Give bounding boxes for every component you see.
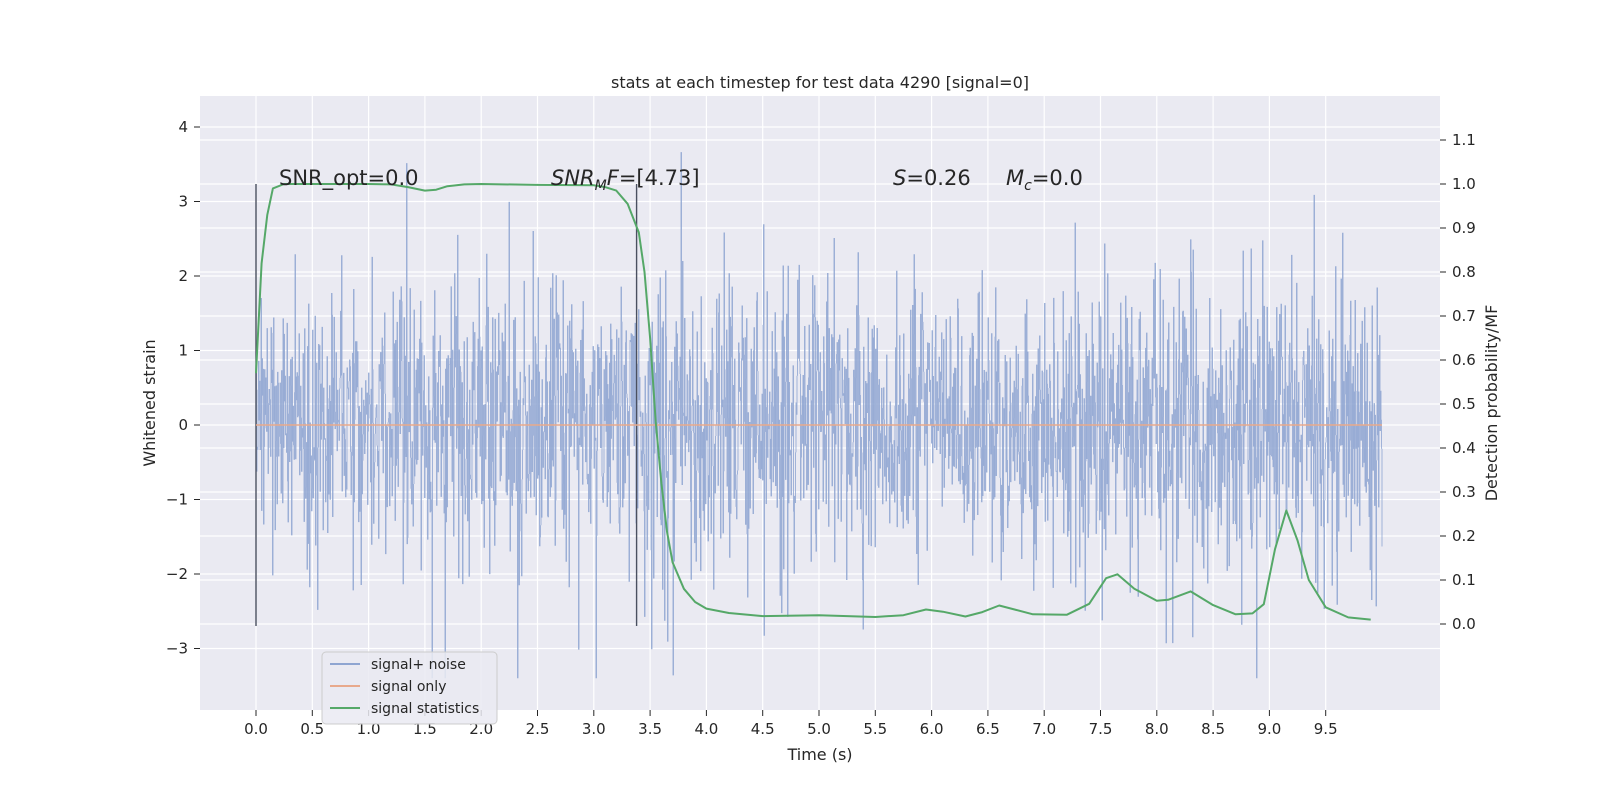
y-left-tick-label: −3 [166, 640, 188, 658]
x-tick-label: 4.5 [751, 720, 775, 738]
y-right-tick-label: 0.8 [1452, 263, 1476, 281]
annotation-snr-opt: SNR_opt=0.0 [279, 166, 419, 191]
annotation-snr-mf-base: SNR [551, 166, 595, 190]
legend-box [321, 651, 498, 725]
y-left-tick-label: 2 [178, 267, 188, 285]
y-left-tick-label: −2 [166, 565, 188, 583]
x-tick-label: 3.0 [582, 720, 606, 738]
annotation-mc: Mc=0.0 [1006, 166, 1083, 194]
x-axis-label: Time (s) [786, 745, 852, 764]
annotation-s: S=0.26 [893, 166, 971, 190]
annotation-snr-mf-sub: M [595, 178, 607, 194]
annotation-snr-mf: SNRMF=[4.73] [551, 166, 700, 194]
annotation-mc-value: =0.0 [1032, 166, 1083, 190]
x-tick-label: 0.0 [244, 720, 268, 738]
y-right-tick-label: 0.0 [1452, 615, 1476, 633]
y-axis-right-label: Detection probability/MF [1482, 305, 1501, 502]
y-axis-right-ticks: 0.0 0.1 0.2 0.3 0.4 0.5 0.6 0.7 0.8 0.9 1.0 1.1 [1440, 131, 1476, 633]
x-tick-label: 9.0 [1257, 720, 1281, 738]
signal-statistics-series [255, 183, 1371, 621]
y-right-tick-label: 0.2 [1452, 527, 1476, 545]
y-right-tick-label: 0.7 [1452, 307, 1476, 325]
x-tick-label: 6.0 [920, 720, 944, 738]
annotation-snr-mf-value: =[4.73] [619, 166, 700, 190]
legend-label-signal-noise: signal+ noise [371, 657, 466, 673]
x-tick-label: 7.5 [1089, 720, 1113, 738]
x-axis-ticks: 0.0 0.5 1.0 1.5 2.0 2.5 3.0 3.5 4.0 4.5 5.0 5.5 6.0 6… [244, 710, 1338, 738]
y-right-tick-label: 0.9 [1452, 219, 1476, 237]
x-tick-label: 4.0 [694, 720, 718, 738]
y-axis-left-ticks: −3 −2 −1 0 1 2 3 4 [166, 118, 200, 658]
annotation-s-var: S [893, 166, 906, 190]
y-right-tick-label: 1.0 [1452, 175, 1476, 193]
x-tick-label: 8.0 [1145, 720, 1169, 738]
y-right-tick-label: 0.4 [1452, 439, 1476, 457]
x-tick-label: 8.5 [1201, 720, 1225, 738]
x-tick-label: 7.0 [1032, 720, 1056, 738]
y-right-tick-label: 0.3 [1452, 483, 1476, 501]
x-tick-label: 5.5 [863, 720, 887, 738]
x-tick-label: 2.5 [526, 720, 550, 738]
legend: signal+ noise signal only signal statist… [321, 651, 498, 725]
y-right-tick-label: 0.6 [1452, 351, 1476, 369]
annotation-s-value: =0.26 [906, 166, 970, 190]
annotation-snr-mf-f: F [607, 166, 620, 190]
y-left-tick-label: 0 [178, 416, 188, 434]
y-left-tick-label: 4 [178, 118, 188, 136]
y-right-tick-label: 0.1 [1452, 571, 1476, 589]
chart-title: stats at each timestep for test data 429… [611, 73, 1029, 92]
y-right-tick-label: 0.5 [1452, 395, 1476, 413]
annotation-mc-var: M [1006, 166, 1024, 190]
y-right-tick-label: 1.1 [1452, 131, 1476, 149]
x-tick-label: 5.0 [807, 720, 831, 738]
y-axis-left-label: Whitened strain [140, 339, 159, 466]
annotation-mc-sub: c [1024, 178, 1032, 194]
y-left-tick-label: 1 [178, 342, 188, 360]
signal-statistics-line [255, 183, 1371, 621]
legend-label-signal-statistics: signal statistics [371, 701, 479, 717]
vertical-markers [255, 184, 638, 626]
legend-label-signal-only: signal only [371, 679, 446, 695]
y-left-tick-label: −1 [166, 491, 188, 509]
x-tick-label: 0.5 [300, 720, 324, 738]
x-tick-label: 9.5 [1314, 720, 1338, 738]
x-tick-label: 3.5 [638, 720, 662, 738]
x-tick-label: 6.5 [976, 720, 1000, 738]
y-left-tick-label: 3 [178, 193, 188, 211]
